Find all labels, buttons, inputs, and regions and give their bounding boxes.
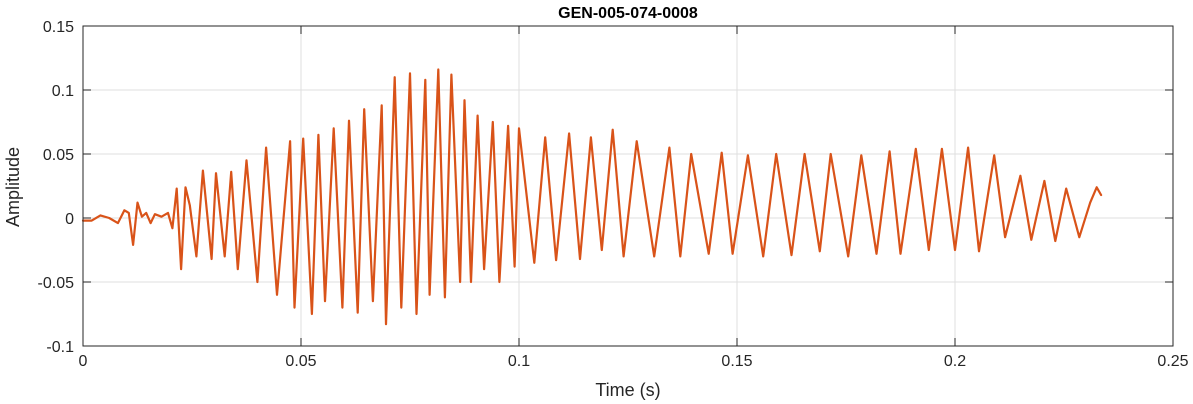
grid	[82, 25, 1174, 347]
x-tick-label: 0.1	[508, 353, 530, 370]
x-tick-label: 0.25	[1157, 353, 1188, 370]
y-tick-label: -0.1	[46, 339, 74, 356]
y-axis-label: Amplitude	[3, 147, 23, 227]
x-tick-label: 0.2	[944, 353, 966, 370]
y-tick-label: 0.15	[43, 19, 74, 36]
x-axis-label: Time (s)	[595, 380, 660, 400]
x-tick-label: 0.15	[721, 353, 752, 370]
plot-area-box	[82, 25, 1174, 347]
series-line	[81, 68, 1103, 326]
y-tick-label: 0.1	[52, 83, 74, 100]
y-tick-label: -0.05	[38, 275, 75, 292]
y-tick-label: 0.05	[43, 147, 74, 164]
y-tick-label: 0	[65, 211, 74, 228]
x-tick-label: 0.05	[285, 353, 316, 370]
x-tick-label: 0	[79, 353, 88, 370]
axis-ticks: 0 0.05 0.1 0.15 0.2 0.25 -0.1 -0.05 0 0.05 0.1 0.15	[38, 19, 1189, 370]
chart-title: GEN-005-074-0008	[558, 5, 698, 22]
